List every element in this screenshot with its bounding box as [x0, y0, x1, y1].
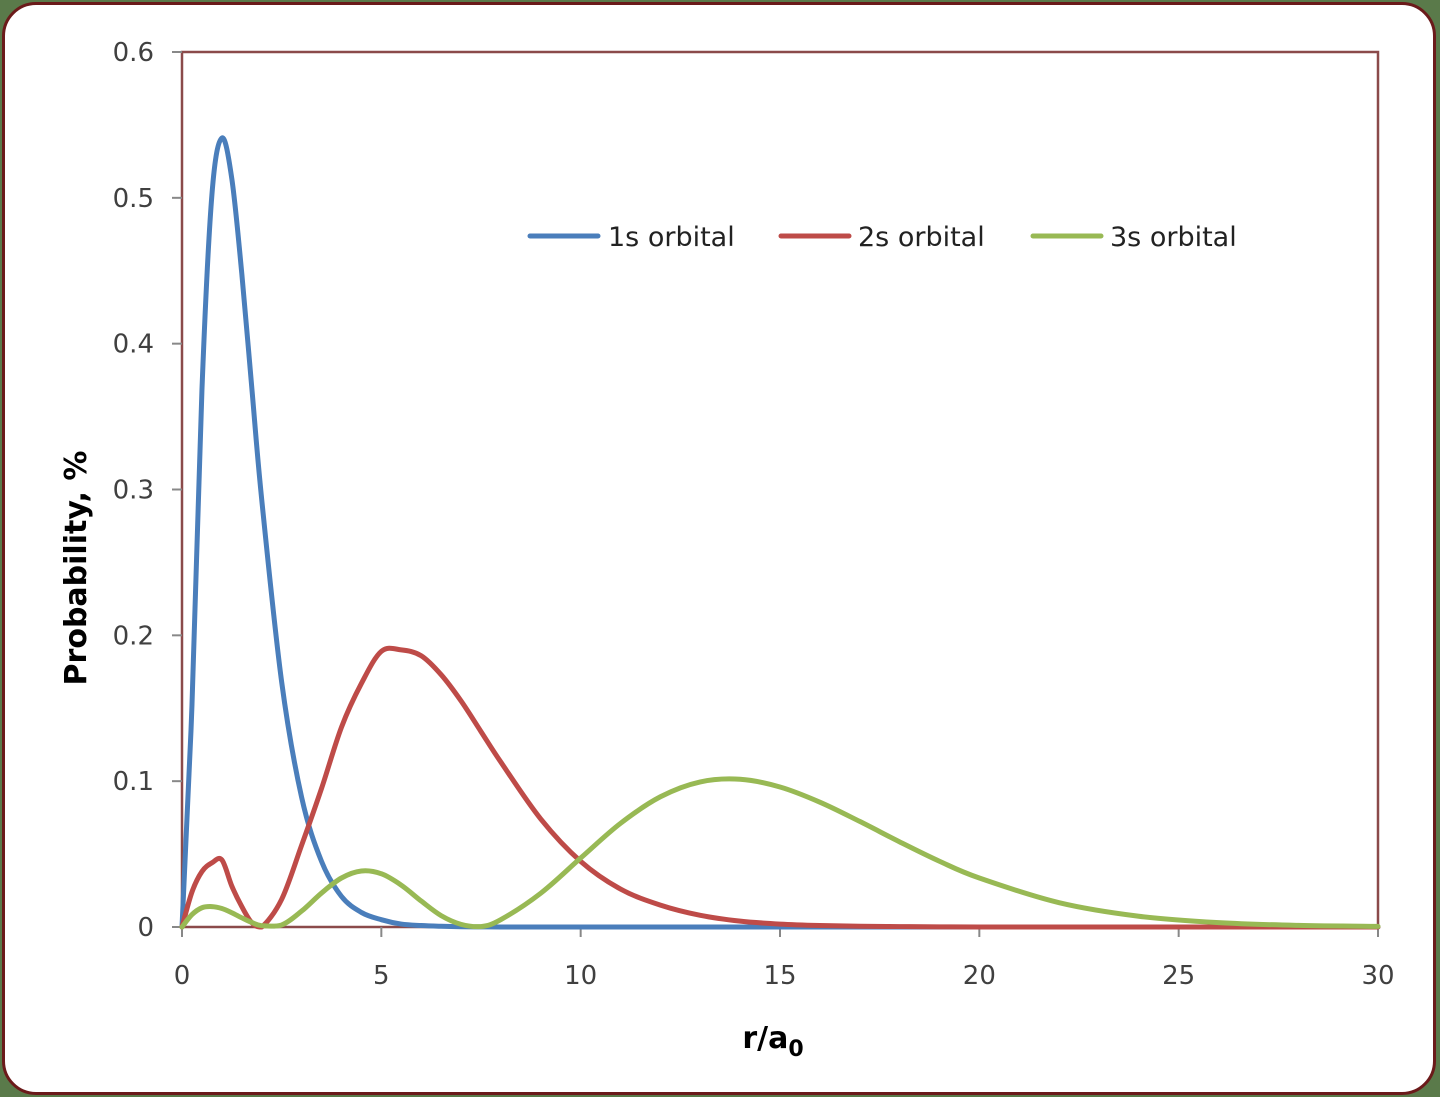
plot-area	[180, 50, 1380, 929]
y-axis-title: Probability, %	[59, 451, 94, 686]
x-tick-label: 25	[1162, 961, 1195, 991]
y-tick-label: 0.3	[113, 476, 154, 506]
x-axis-title: r/a0	[742, 1021, 803, 1062]
y-tick-label: 0.2	[113, 621, 154, 651]
legend-item-3s: 3s orbital	[1030, 222, 1237, 253]
y-tick-label: 0.5	[113, 184, 154, 214]
x-tick-label: 20	[963, 961, 996, 991]
legend: 1s orbital 2s orbital 3s orbital	[527, 222, 1237, 253]
y-tick-label: 0.1	[113, 767, 154, 797]
legend-label-1s: 1s orbital	[608, 222, 735, 253]
y-axis: 0 0.1 0.2 0.3 0.4 0.5 0.6	[113, 38, 182, 943]
legend-item-1s: 1s orbital	[527, 222, 735, 253]
x-tick-label: 30	[1361, 961, 1394, 991]
legend-label-3s: 3s orbital	[1110, 222, 1237, 253]
y-tick-label: 0	[137, 913, 154, 943]
x-tick-label: 10	[564, 961, 597, 991]
y-tick-label: 0.6	[113, 38, 154, 68]
series-line-2s	[179, 645, 1381, 930]
y-tick-label: 0.4	[113, 330, 154, 360]
data-series	[179, 135, 1381, 930]
x-tick-label: 5	[373, 961, 390, 991]
x-axis-title-main: r/a	[742, 1021, 788, 1056]
x-axis: 0 5 10 15 20 25 30	[174, 927, 1395, 991]
x-axis-title-subscript: 0	[788, 1037, 803, 1062]
x-tick-label: 15	[763, 961, 796, 991]
x-tick-label: 0	[174, 961, 191, 991]
legend-item-2s: 2s orbital	[778, 222, 985, 253]
legend-label-2s: 2s orbital	[858, 222, 985, 253]
series-line-3s	[179, 776, 1381, 930]
